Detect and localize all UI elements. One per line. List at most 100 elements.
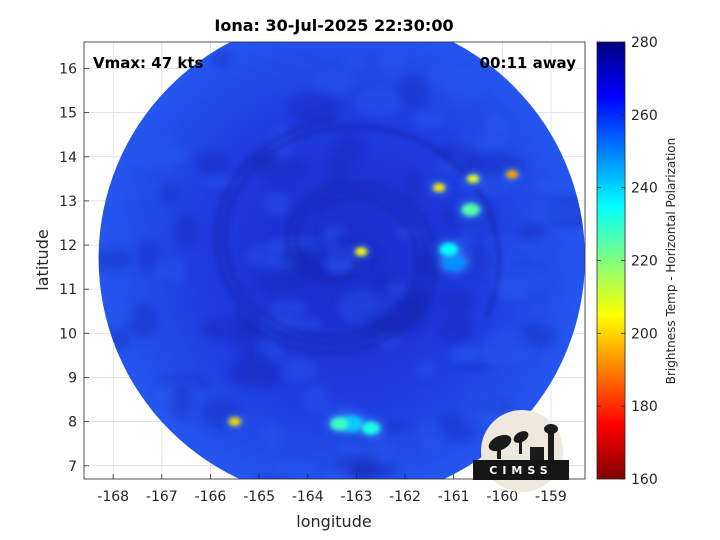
feature-cell xyxy=(442,255,465,271)
x-tick-label: -166 xyxy=(195,489,227,505)
feature-cell xyxy=(433,183,446,192)
swath-texture-patch xyxy=(321,233,339,249)
y-tick-label: 7 xyxy=(68,459,77,475)
colorbar-tick-label: 200 xyxy=(631,326,658,342)
swath-texture-patch xyxy=(169,386,193,420)
chart-title: Iona: 30-Jul-2025 22:30:00 xyxy=(214,16,453,35)
vmax-annotation: Vmax: 47 kts xyxy=(93,54,203,72)
swath-texture-patch xyxy=(492,276,529,303)
swath-texture-patch xyxy=(195,150,228,176)
swath-texture-patch xyxy=(525,203,583,221)
swath-texture-patch xyxy=(278,357,318,383)
y-tick-label: 15 xyxy=(59,106,77,122)
swath-texture-patch xyxy=(262,421,282,450)
x-tick-label: -164 xyxy=(292,489,324,505)
swath-texture-patch xyxy=(98,248,134,272)
y-tick-label: 9 xyxy=(68,370,77,386)
swath-texture-patch xyxy=(438,314,474,344)
swath-texture-patch xyxy=(410,110,446,129)
logo-dishes-icon xyxy=(488,424,558,460)
swath-texture-patch xyxy=(384,280,410,300)
swath-texture-patch xyxy=(518,224,546,241)
swath-texture-patch xyxy=(438,288,477,314)
swath-texture-patch xyxy=(530,179,565,192)
feature-cell xyxy=(467,174,480,184)
swath-texture-patch xyxy=(256,154,307,185)
feature-cell xyxy=(461,203,480,217)
colorbar-tick-label: 260 xyxy=(631,108,658,124)
colorbar-tick-label: 220 xyxy=(631,254,658,270)
feature-cell xyxy=(439,243,458,256)
swath-texture-patch xyxy=(354,87,402,119)
feature-cell xyxy=(355,247,368,256)
swath-texture-patch xyxy=(112,301,133,326)
swath-texture-patch xyxy=(250,270,310,296)
swath-texture-patch xyxy=(302,383,329,415)
y-tick-label: 10 xyxy=(59,326,77,342)
spiral-band xyxy=(222,123,502,340)
colorbar-tick-label: 240 xyxy=(631,181,658,197)
swath-texture-patch xyxy=(332,454,377,476)
swath-texture-patch xyxy=(175,212,197,249)
colorbar-ticks: 160 180 200 220 240 260 280 xyxy=(597,35,658,488)
x-tick-label: -159 xyxy=(535,489,567,505)
spiral-band xyxy=(213,116,431,348)
swath-texture-patch xyxy=(159,184,181,206)
swath xyxy=(98,42,585,479)
swath-texture-patch xyxy=(226,356,286,390)
x-axis: -168 -167 -166 -165 -164 -163 -162 -161 -160 -159 xyxy=(97,474,567,505)
swath-texture-patch xyxy=(323,154,352,186)
swath-texture-patch xyxy=(314,68,354,96)
swath-texture-patch xyxy=(268,299,308,317)
x-tick-label: -167 xyxy=(146,489,178,505)
x-tick-label: -161 xyxy=(438,489,470,505)
swath-texture-patch xyxy=(273,462,319,475)
logo-text: CIMSS xyxy=(489,464,552,477)
swath-texture-patch xyxy=(169,257,186,286)
feature-cell xyxy=(506,170,519,179)
y-axis-title: latitude xyxy=(33,229,52,290)
swath-texture-patch xyxy=(381,421,412,432)
logo-banner xyxy=(473,460,569,480)
swath-texture-patch xyxy=(425,64,473,91)
colorbar xyxy=(596,41,626,480)
cimss-logo: CIMSS xyxy=(473,410,569,492)
swath-texture-patch xyxy=(378,46,407,74)
swath-texture-patch xyxy=(127,134,186,170)
swath-texture-patch xyxy=(481,329,535,366)
swath-texture-patch xyxy=(333,132,365,163)
x-axis-title: longitude xyxy=(296,512,371,531)
spiral-band xyxy=(233,179,440,356)
y-tick-label: 13 xyxy=(59,194,77,210)
swath-texture-patch xyxy=(417,420,447,453)
feature-cell xyxy=(330,417,349,431)
swath-texture-patch xyxy=(403,170,420,205)
plot-frame xyxy=(83,41,586,480)
swath-texture-patch xyxy=(137,238,160,275)
swath-texture-patch xyxy=(211,50,232,67)
colorbar-tick-label: 160 xyxy=(631,472,658,488)
x-tick-label: -165 xyxy=(243,489,275,505)
colorbar-title: Brightness Temp - Horizontal Polarizatio… xyxy=(664,138,678,385)
swath-texture-patch xyxy=(458,394,501,432)
x-tick-label: -168 xyxy=(97,489,129,505)
x-tick-label: -163 xyxy=(340,489,372,505)
y-axis: 7 8 9 10 11 12 13 14 15 16 xyxy=(59,61,89,475)
swath-texture-patch xyxy=(399,74,429,108)
swath-texture-patch xyxy=(480,116,512,148)
feature-cell xyxy=(228,417,241,426)
time-offset-annotation: 00:11 away xyxy=(480,54,577,72)
swath-texture-patch xyxy=(286,92,342,123)
x-tick-label: -162 xyxy=(389,489,421,505)
x-tick-label: -160 xyxy=(486,489,518,505)
y-tick-label: 8 xyxy=(68,415,77,431)
swath-texture-patch xyxy=(263,192,292,217)
swath-texture-patch xyxy=(126,303,158,340)
y-tick-label: 14 xyxy=(59,150,77,166)
feature-cell xyxy=(361,421,380,435)
y-tick-label: 12 xyxy=(59,238,77,254)
y-tick-label: 16 xyxy=(59,61,77,77)
colorbar-tick-label: 280 xyxy=(631,35,658,51)
swath-texture-patch xyxy=(415,360,437,380)
